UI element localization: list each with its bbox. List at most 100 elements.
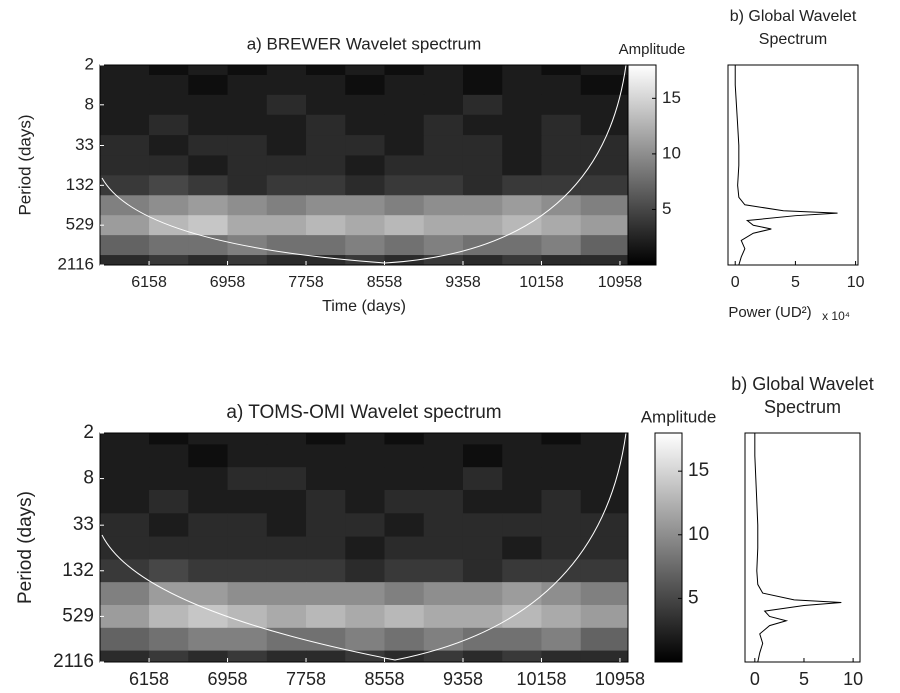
x-tick-label: 5 bbox=[791, 274, 800, 291]
heat-cell bbox=[541, 559, 582, 583]
heat-cell bbox=[462, 467, 503, 491]
heat-cell bbox=[345, 444, 386, 468]
heat-cell bbox=[384, 627, 425, 652]
heat-cell bbox=[502, 114, 542, 136]
heat-cell bbox=[188, 559, 229, 583]
heat-cell bbox=[502, 489, 542, 514]
chart-title: a) BREWER Wavelet spectrum bbox=[247, 34, 482, 53]
heat-cell bbox=[541, 155, 582, 176]
heat-cell bbox=[149, 65, 189, 76]
heat-cell bbox=[100, 135, 150, 156]
heat-cell bbox=[306, 467, 346, 491]
heat-cell bbox=[345, 94, 386, 116]
heat-cell bbox=[306, 582, 346, 606]
heat-cell bbox=[100, 433, 150, 445]
heat-cell bbox=[149, 74, 189, 96]
heat-cell bbox=[306, 215, 346, 236]
heat-cell bbox=[188, 444, 229, 468]
heat-cell bbox=[149, 467, 189, 491]
heat-cell bbox=[266, 74, 307, 96]
heat-cell bbox=[227, 536, 268, 560]
heat-cell bbox=[149, 489, 189, 514]
x-tick-label: 6958 bbox=[210, 274, 246, 291]
heat-cell bbox=[266, 489, 307, 514]
x-tick-label: 9358 bbox=[443, 669, 483, 689]
heat-cell bbox=[580, 65, 628, 76]
x-tick-label: 6158 bbox=[131, 274, 167, 291]
heat-cell bbox=[227, 255, 268, 265]
heat-cell bbox=[188, 582, 229, 606]
y-tick-label: 529 bbox=[62, 605, 94, 626]
heat-cell bbox=[345, 215, 386, 236]
heat-cell bbox=[462, 155, 503, 176]
colorbar bbox=[654, 432, 683, 663]
plot-frame bbox=[99, 432, 629, 663]
colorbar-tick-label: 15 bbox=[662, 88, 681, 107]
heat-cell bbox=[423, 489, 464, 514]
heat-cell bbox=[227, 235, 268, 256]
x-tick-label: 6158 bbox=[129, 669, 169, 689]
heat-cell bbox=[502, 94, 542, 116]
x-axis-label: Power (UD²) bbox=[728, 304, 811, 321]
heat-cell bbox=[266, 444, 307, 468]
heat-cell bbox=[384, 175, 425, 196]
heat-cell bbox=[345, 135, 386, 156]
heat-cell bbox=[423, 74, 464, 96]
heat-cell bbox=[266, 650, 307, 662]
x-tick-label: 10158 bbox=[519, 274, 564, 291]
heat-cell bbox=[502, 650, 542, 662]
heat-cell bbox=[306, 444, 346, 468]
heat-cell bbox=[502, 65, 542, 76]
heat-cell bbox=[384, 467, 425, 491]
heat-cell bbox=[580, 433, 628, 445]
heat-cell bbox=[227, 559, 268, 583]
heat-cell bbox=[345, 604, 386, 629]
heat-cell bbox=[266, 215, 307, 236]
heat-cell bbox=[188, 235, 229, 256]
heat-cell bbox=[580, 467, 628, 491]
heat-cell bbox=[462, 114, 503, 136]
heat-cell bbox=[149, 536, 189, 560]
heat-cell bbox=[149, 114, 189, 136]
heat-cell bbox=[345, 195, 386, 216]
heat-cell bbox=[266, 135, 307, 156]
heat-cell bbox=[384, 94, 425, 116]
heat-cell bbox=[188, 114, 229, 136]
cone-of-influence bbox=[101, 432, 627, 661]
heat-cell bbox=[188, 627, 229, 652]
heat-cell bbox=[100, 155, 150, 176]
y-tick-label: 132 bbox=[62, 560, 94, 581]
heat-cell bbox=[345, 235, 386, 256]
heat-cell bbox=[541, 135, 582, 156]
heat-cell bbox=[462, 94, 503, 116]
heatmap bbox=[100, 433, 628, 662]
heat-cell bbox=[580, 155, 628, 176]
heat-cell bbox=[502, 604, 542, 629]
heat-cell bbox=[345, 114, 386, 136]
heat-cell bbox=[423, 650, 464, 662]
heat-cell bbox=[423, 467, 464, 491]
chart-title: Spectrum bbox=[759, 31, 827, 48]
heat-cell bbox=[384, 559, 425, 583]
heat-cell bbox=[306, 155, 346, 176]
heat-cell bbox=[188, 513, 229, 538]
heat-cell bbox=[149, 650, 189, 662]
y-tick-label: 132 bbox=[66, 175, 94, 194]
heat-cell bbox=[423, 582, 464, 606]
heat-cell bbox=[345, 255, 386, 265]
heat-cell bbox=[502, 175, 542, 196]
heat-cell bbox=[462, 559, 503, 583]
heat-cell bbox=[306, 94, 346, 116]
x-tick-label: 5 bbox=[799, 669, 809, 689]
heat-cell bbox=[502, 467, 542, 491]
heat-cell bbox=[100, 255, 150, 265]
y-tick-label: 2116 bbox=[53, 651, 94, 672]
heat-cell bbox=[384, 135, 425, 156]
heat-cell bbox=[266, 582, 307, 606]
heat-cell bbox=[541, 627, 582, 652]
heat-cell bbox=[345, 74, 386, 96]
heat-cell bbox=[580, 114, 628, 136]
heat-cell bbox=[100, 582, 150, 606]
heat-cell bbox=[462, 433, 503, 445]
